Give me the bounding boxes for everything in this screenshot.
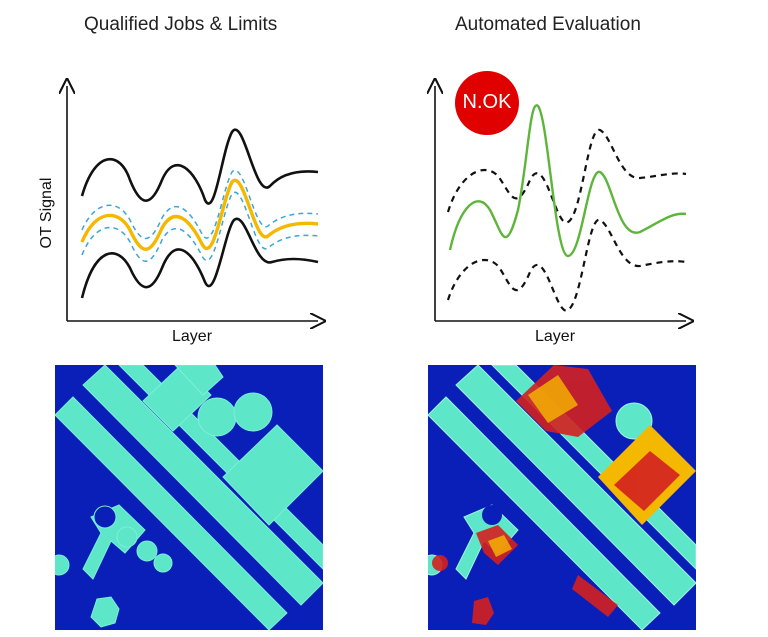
left-lower-limit [80, 217, 319, 299]
left-tolerance-lower [81, 191, 319, 262]
heatmap-evaluated [428, 365, 696, 630]
signal-diagrams [0, 71, 768, 360]
right-panel-title: Automated Evaluation [455, 14, 641, 35]
left-panel-title: Qualified Jobs & Limits [84, 14, 278, 35]
status-badge-label: N.OK [462, 91, 512, 113]
status-badge [455, 71, 519, 135]
left-tolerance-upper [81, 169, 319, 240]
right-upper-limit [446, 128, 687, 224]
left-chart-axes [67, 86, 318, 321]
left-upper-limit [80, 128, 319, 205]
right-chart-axes [435, 86, 686, 321]
left-x-axis-label: Layer [172, 328, 213, 345]
right-evaluated-signal [448, 104, 687, 258]
heatmap-qualified [55, 365, 323, 630]
left-qualified-signal [80, 178, 319, 251]
left-y-axis-label: OT Signal [38, 177, 55, 249]
right-lower-limit [446, 218, 687, 312]
right-x-axis-label: Layer [535, 328, 576, 345]
